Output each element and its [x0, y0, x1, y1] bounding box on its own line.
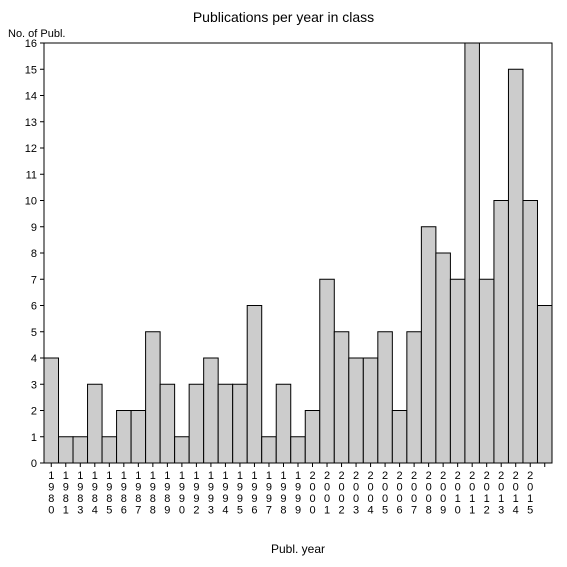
x-tick-label: 2000 — [309, 470, 315, 517]
x-tick-label: 1981 — [63, 470, 69, 517]
y-tick-label: 1 — [31, 432, 37, 444]
x-tick-label: 1989 — [164, 470, 170, 517]
y-tick-label: 2 — [31, 406, 37, 418]
bar — [407, 332, 422, 463]
y-tick-label: 5 — [31, 327, 37, 339]
bar — [73, 437, 88, 463]
y-tick-label: 13 — [25, 117, 37, 129]
y-tick-label: 15 — [25, 64, 37, 76]
bar — [320, 279, 335, 463]
bar — [59, 437, 74, 463]
x-tick-label: 2015 — [527, 470, 533, 517]
x-tick-label: 2004 — [368, 470, 374, 517]
bar — [204, 358, 219, 463]
bar — [262, 437, 277, 463]
bar — [479, 279, 494, 463]
bar — [305, 411, 320, 464]
bar — [160, 384, 175, 463]
bar — [421, 227, 436, 463]
y-tick-label: 14 — [25, 91, 37, 103]
bar — [88, 384, 103, 463]
bar — [146, 332, 161, 463]
x-tick-label: 2008 — [426, 470, 432, 517]
bar — [102, 437, 117, 463]
publications-bar-chart: Publications per year in classNo. of Pub… — [0, 0, 567, 567]
y-tick-label: 9 — [31, 222, 37, 234]
chart-title: Publications per year in class — [193, 9, 374, 25]
x-tick-label: 1997 — [266, 470, 272, 517]
bar — [189, 384, 204, 463]
bar — [175, 437, 190, 463]
x-tick-label: 2002 — [338, 470, 344, 517]
x-tick-label: 2011 — [469, 470, 475, 517]
x-tick-label: 1986 — [121, 470, 127, 517]
y-tick-label: 0 — [31, 458, 37, 470]
bar — [247, 306, 262, 464]
x-axis-label: Publ. year — [271, 542, 325, 556]
x-tick-label: 2007 — [411, 470, 417, 517]
x-tick-label: 2012 — [484, 470, 490, 517]
bar — [392, 411, 407, 464]
bar — [233, 384, 248, 463]
y-tick-label: 16 — [25, 38, 37, 50]
bar — [349, 358, 364, 463]
x-tick-label: 1987 — [135, 470, 141, 517]
x-tick-label: 2001 — [324, 470, 330, 517]
bar — [523, 201, 538, 464]
x-tick-label: 1999 — [295, 470, 301, 517]
bar — [363, 358, 378, 463]
bar — [291, 437, 306, 463]
x-tick-label: 1985 — [106, 470, 112, 517]
x-tick-label: 1988 — [150, 470, 156, 517]
bar — [131, 411, 146, 464]
x-tick-label: 1996 — [251, 470, 257, 517]
x-tick-label: 1995 — [237, 470, 243, 517]
bar — [218, 384, 233, 463]
bar — [378, 332, 393, 463]
x-tick-label: 2005 — [382, 470, 388, 517]
y-tick-label: 3 — [31, 379, 37, 391]
x-tick-label: 2009 — [440, 470, 446, 517]
bar — [450, 279, 465, 463]
y-tick-label: 11 — [26, 169, 37, 181]
y-tick-label: 7 — [31, 274, 37, 286]
x-tick-label: 1994 — [222, 470, 228, 517]
x-tick-label: 2010 — [455, 470, 461, 517]
bar — [508, 69, 523, 463]
bar — [537, 306, 552, 464]
x-tick-label: 1998 — [280, 470, 286, 517]
x-tick-label: 2003 — [353, 470, 359, 517]
bar — [465, 43, 480, 463]
bar — [276, 384, 291, 463]
bar — [436, 253, 451, 463]
bar — [117, 411, 132, 464]
bar — [494, 201, 509, 464]
x-tick-label: 2014 — [513, 470, 519, 517]
x-tick-label: 1992 — [193, 470, 199, 517]
y-tick-label: 8 — [31, 248, 37, 260]
x-tick-label: 1980 — [48, 470, 54, 517]
y-tick-label: 4 — [31, 353, 37, 365]
x-tick-label: 1984 — [92, 470, 98, 517]
y-tick-label: 6 — [31, 301, 37, 313]
y-tick-label: 10 — [25, 196, 37, 208]
bar — [44, 358, 59, 463]
bar — [334, 332, 349, 463]
x-tick-label: 1993 — [208, 470, 214, 517]
x-tick-label: 1983 — [77, 470, 83, 517]
x-tick-label: 2006 — [397, 470, 403, 517]
x-tick-label: 1990 — [179, 470, 185, 517]
y-tick-label: 12 — [25, 143, 37, 155]
x-tick-label: 2013 — [498, 470, 504, 517]
chart-svg: Publications per year in classNo. of Pub… — [0, 0, 567, 567]
